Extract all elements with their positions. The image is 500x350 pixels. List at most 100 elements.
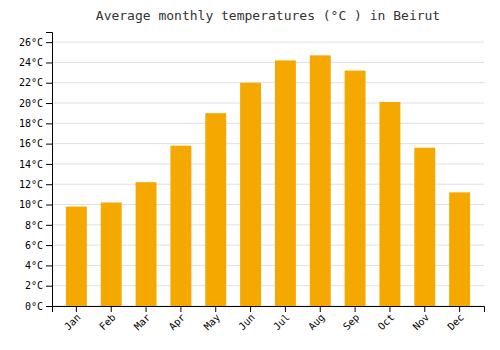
y-tick-label: 4°C — [25, 260, 43, 271]
y-axis-line — [46, 33, 53, 307]
x-tick: Nov — [411, 306, 432, 332]
y-tick-label: 10°C — [19, 199, 43, 210]
bars — [66, 55, 470, 306]
x-tick-mark — [389, 306, 390, 312]
y-tick-mark — [46, 286, 52, 287]
bar — [136, 182, 157, 306]
x-tick: May — [202, 306, 223, 332]
bar — [66, 207, 87, 306]
y-tick: 24°C — [19, 57, 52, 68]
y-tick: 2°C — [25, 280, 52, 291]
y-tick: 8°C — [25, 220, 52, 231]
y-tick-mark — [46, 144, 52, 145]
x-axis: Jan Feb Mar Apr May Jun Jul Aug Sep Oct Nov Dec — [53, 306, 485, 332]
y-tick: 16°C — [19, 138, 52, 149]
chart: 0°C 2°C 4°C 6°C 8°C 10°C 12°C 14°C 16°C 18°C 20°C 2… — [0, 0, 500, 350]
bar — [170, 146, 191, 306]
y-axis: 0°C 2°C 4°C 6°C 8°C 10°C 12°C 14°C 16°C 18°C 20°C 2… — [19, 33, 53, 312]
x-tick: Aug — [306, 306, 327, 332]
x-tick-label: Feb — [97, 312, 118, 333]
grid-line — [52, 62, 484, 63]
y-tick: 18°C — [19, 118, 52, 129]
x-tick: Jan — [62, 306, 83, 332]
y-tick-label: 14°C — [19, 159, 43, 170]
bar — [414, 148, 435, 306]
y-tick-label: 16°C — [19, 138, 43, 149]
y-tick-label: 20°C — [19, 98, 43, 109]
y-tick: 26°C — [19, 37, 52, 48]
x-tick-label: Jan — [62, 312, 83, 333]
y-tick: 12°C — [19, 179, 52, 190]
bar — [449, 192, 470, 306]
grid-line — [52, 82, 484, 83]
x-tick: Dec — [445, 306, 466, 332]
x-tick: Sep — [341, 306, 362, 332]
grid-line — [52, 143, 484, 144]
x-tick-label: Jul — [271, 312, 292, 333]
grid-line — [52, 42, 484, 43]
x-axis-line — [53, 307, 485, 313]
plot: 0°C 2°C 4°C 6°C 8°C 10°C 12°C 14°C 16°C 18°C 20°C 2… — [19, 33, 485, 333]
grid-line — [52, 123, 484, 124]
y-tick-mark — [46, 265, 52, 266]
y-tick: 20°C — [19, 98, 52, 109]
y-tick-mark — [46, 184, 52, 185]
grid — [52, 42, 484, 306]
bar — [205, 113, 226, 306]
x-tick-label: Apr — [167, 312, 188, 333]
bar — [275, 60, 296, 306]
x-tick-label: Dec — [445, 312, 466, 333]
y-tick: 4°C — [25, 260, 52, 271]
x-tick-label: May — [202, 312, 223, 333]
y-tick-label: 2°C — [25, 280, 43, 291]
y-tick-label: 24°C — [19, 57, 43, 68]
x-tick-mark — [424, 306, 425, 312]
x-tick-label: Oct — [376, 312, 397, 333]
x-tick-mark — [215, 306, 216, 312]
x-tick-label: Nov — [411, 312, 432, 333]
bar — [310, 55, 331, 306]
y-tick-mark — [46, 103, 52, 104]
y-tick-label: 22°C — [19, 77, 43, 88]
y-tick-mark — [46, 62, 52, 63]
y-tick-label: 6°C — [25, 240, 43, 251]
x-tick: Apr — [167, 306, 188, 332]
y-tick-label: 0°C — [25, 301, 43, 312]
y-tick-mark — [46, 245, 52, 246]
y-tick-mark — [46, 123, 52, 124]
y-tick: 10°C — [19, 199, 52, 210]
x-tick: Jun — [236, 306, 257, 332]
y-tick-mark — [46, 83, 52, 84]
x-tick-mark — [250, 306, 251, 312]
x-tick: Oct — [376, 306, 397, 332]
y-tick-mark — [46, 306, 52, 307]
bar — [379, 102, 400, 306]
x-tick-label: Jun — [236, 312, 257, 333]
bar — [345, 71, 366, 306]
y-tick-label: 12°C — [19, 179, 43, 190]
x-tick-mark — [111, 306, 112, 312]
y-tick-mark — [46, 42, 52, 43]
x-tick-mark — [76, 306, 77, 312]
bar — [101, 202, 122, 306]
x-tick-mark — [320, 306, 321, 312]
bar — [240, 83, 261, 306]
x-tick-mark — [355, 306, 356, 312]
y-tick: 0°C — [25, 301, 52, 312]
y-tick-label: 8°C — [25, 220, 43, 231]
y-tick-label: 18°C — [19, 118, 43, 129]
y-tick-mark — [46, 225, 52, 226]
y-tick: 14°C — [19, 159, 52, 170]
x-tick-label: Sep — [341, 312, 362, 333]
x-tick: Mar — [132, 306, 153, 332]
x-tick: Jul — [271, 306, 292, 332]
x-tick-mark — [146, 306, 147, 312]
y-tick-mark — [46, 205, 52, 206]
y-tick-label: 26°C — [19, 37, 43, 48]
x-tick: Feb — [97, 306, 118, 332]
y-tick-mark — [46, 164, 52, 165]
x-tick-label: Mar — [132, 312, 153, 333]
y-tick: 6°C — [25, 240, 52, 251]
y-tick: 22°C — [19, 77, 52, 88]
x-tick-label: Aug — [306, 312, 327, 333]
